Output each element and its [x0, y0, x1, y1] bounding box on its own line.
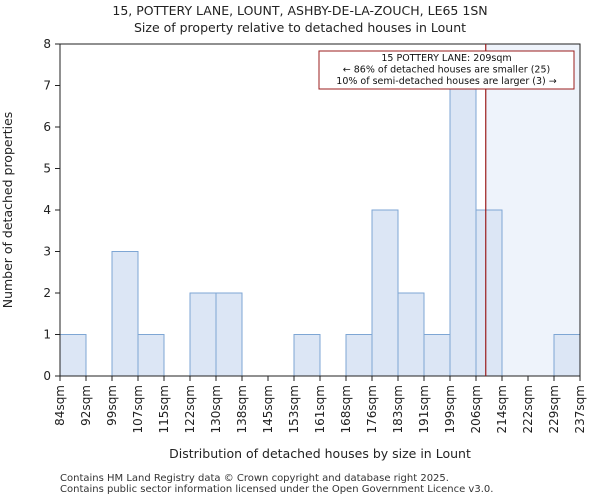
x-tick-label: 214sqm: [495, 385, 509, 433]
annotation-line-2: ← 86% of detached houses are smaller (25…: [343, 65, 550, 76]
annotation-box: [318, 50, 575, 90]
x-tick-label: 206sqm: [469, 385, 483, 433]
bar-183sqm: [397, 292, 425, 377]
chart-title: 15, POTTERY LANE, LOUNT, ASHBY-DE-LA-ZOU…: [112, 3, 488, 18]
y-tick-label: 6: [43, 120, 51, 134]
x-tick-label: 229sqm: [547, 385, 561, 433]
bar-168sqm: [345, 334, 373, 377]
y-tick-label: 2: [43, 286, 51, 300]
bar-199sqm: [449, 85, 477, 377]
x-tick-label: 122sqm: [183, 385, 197, 433]
x-tick-label: 130sqm: [209, 385, 223, 433]
x-tick-label: 199sqm: [443, 385, 457, 433]
bar-130sqm: [215, 292, 243, 377]
x-tick-label: 176sqm: [365, 385, 379, 433]
bar-176sqm: [371, 209, 399, 377]
x-tick-label: 222sqm: [521, 385, 535, 433]
bar-84sqm: [59, 334, 87, 377]
footer-line-2: Contains public sector information licen…: [60, 484, 494, 495]
x-tick-label: 92sqm: [79, 385, 93, 426]
bar-99sqm: [111, 251, 139, 377]
y-ticks-group: 0 1 2 3 4 5 6 7 8: [43, 37, 60, 383]
x-tick-label: 191sqm: [417, 385, 431, 433]
x-tick-label: 84sqm: [53, 385, 67, 426]
y-tick-label: 4: [43, 203, 51, 217]
y-tick-label: 1: [43, 328, 51, 342]
bar-206sqm: [475, 209, 503, 377]
bar-107sqm: [137, 334, 165, 377]
x-tick-label: 138sqm: [235, 385, 249, 433]
x-tick-label: 168sqm: [339, 385, 353, 433]
x-axis-label: Distribution of detached houses by size …: [169, 446, 471, 461]
bar-229sqm: [553, 334, 581, 377]
x-tick-label: 237sqm: [573, 385, 587, 433]
bars-group: [59, 85, 581, 377]
bar-191sqm: [423, 334, 451, 377]
annotation-line-1: 15 POTTERY LANE: 209sqm: [381, 53, 511, 64]
x-tick-label: 161sqm: [313, 385, 327, 433]
y-axis-label: Number of detached properties: [0, 112, 15, 309]
y-tick-label: 7: [43, 79, 51, 93]
annotation-line-3: 10% of semi-detached houses are larger (…: [336, 76, 556, 87]
x-tick-label: 99sqm: [105, 385, 119, 426]
y-tick-label: 0: [43, 369, 51, 383]
x-tick-label: 183sqm: [391, 385, 405, 433]
chart-subtitle: Size of property relative to detached ho…: [133, 20, 467, 35]
bar-153sqm: [293, 334, 321, 377]
x-tick-label: 107sqm: [131, 385, 145, 433]
footer-line-1: Contains HM Land Registry data © Crown c…: [60, 473, 449, 484]
x-tick-label: 153sqm: [287, 385, 301, 433]
plot-frame: [59, 43, 581, 377]
x-ticks-group: 84sqm 92sqm 99sqm 107sqm 115sqm 122sqm 130sqm 1…: [53, 376, 587, 433]
bar-122sqm: [189, 292, 217, 377]
y-tick-label: 8: [43, 37, 51, 51]
y-tick-label: 3: [43, 245, 51, 259]
x-tick-label: 115sqm: [157, 385, 171, 433]
y-tick-label: 5: [43, 162, 51, 176]
x-tick-label: 145sqm: [261, 385, 275, 433]
